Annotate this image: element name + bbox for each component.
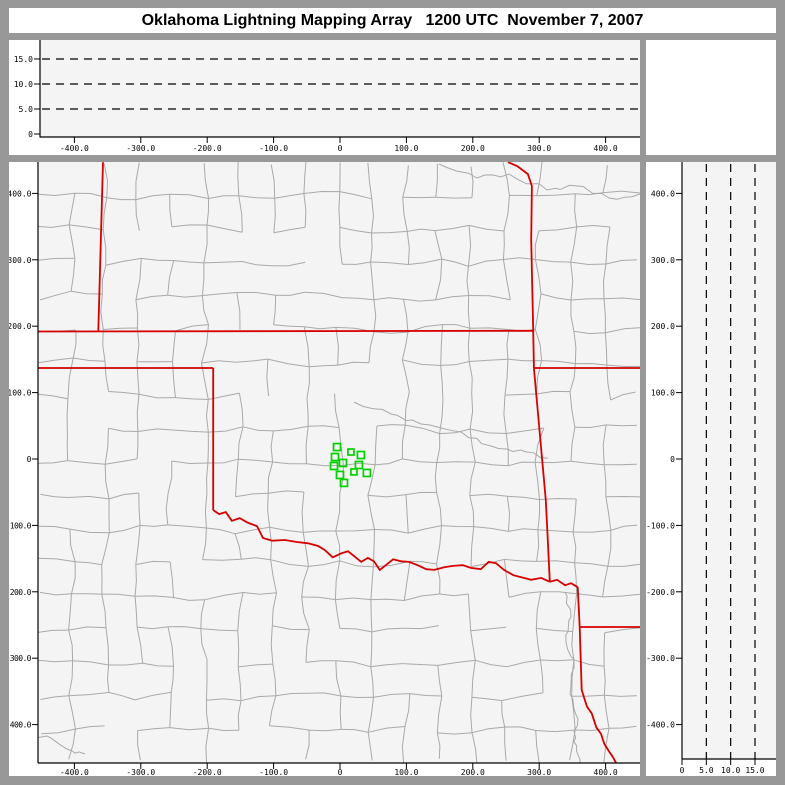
state-border-missouri-west: [507, 162, 535, 369]
svg-text:400.0: 400.0: [594, 144, 618, 153]
svg-text:10.0: 10.0: [14, 80, 33, 89]
river-lines: [38, 163, 640, 763]
state-border-kansas-oklahoma-37N: [38, 329, 534, 333]
svg-text:100.0: 100.0: [9, 389, 32, 398]
lma-station-marker: [329, 461, 339, 471]
svg-text:-300.0: -300.0: [126, 144, 155, 153]
svg-text:-300.0: -300.0: [126, 768, 155, 776]
svg-text:0: 0: [338, 144, 343, 153]
county-lines: [38, 162, 640, 763]
svg-text:0: 0: [338, 768, 343, 776]
svg-text:5.0: 5.0: [699, 766, 714, 775]
lma-station-marker: [356, 450, 366, 460]
svg-text:0: 0: [28, 130, 33, 139]
svg-text:0: 0: [670, 455, 675, 464]
svg-text:-100.0: -100.0: [9, 521, 32, 530]
lma-station-marker: [339, 478, 349, 488]
window-title: Oklahoma Lightning Mapping Array 1200 UT…: [141, 12, 644, 29]
lma-station-marker: [350, 468, 358, 476]
lma-station-marker: [362, 468, 372, 478]
svg-text:300.0: 300.0: [527, 144, 551, 153]
state-border-red-river-east: [549, 578, 579, 588]
svg-text:-100.0: -100.0: [259, 768, 288, 776]
altitude-ew-panel: 15.0 10.0 5.0 0 -400.0 -300.0 -200.0 -100.0 0 100…: [9, 40, 640, 155]
lma-station-marker: [347, 448, 355, 456]
lma-station-marker: [330, 452, 340, 462]
svg-text:100.0: 100.0: [651, 389, 675, 398]
svg-text:10.0: 10.0: [721, 766, 740, 775]
corner-box: [646, 40, 776, 155]
svg-text:-100.0: -100.0: [259, 144, 288, 153]
svg-text:400.0: 400.0: [594, 768, 618, 776]
svg-text:300.0: 300.0: [651, 256, 675, 265]
svg-text:-400.0: -400.0: [9, 721, 32, 730]
title-bar: Oklahoma Lightning Mapping Array 1200 UT…: [9, 8, 776, 33]
svg-text:100.0: 100.0: [394, 144, 418, 153]
svg-text:0: 0: [680, 766, 685, 775]
state-border-texas-louisiana: [578, 626, 617, 763]
svg-text:-400.0: -400.0: [60, 144, 89, 153]
svg-text:400.0: 400.0: [651, 189, 675, 198]
altitude-ns-panel: 400.0 300.0 200.0 100.0 0 -100.0 -200.0 -300.0 -…: [646, 162, 776, 776]
svg-text:-200.0: -200.0: [193, 768, 222, 776]
altitude-ew-plot[interactable]: 15.0 10.0 5.0 0 -400.0 -300.0 -200.0 -100.0 0 100…: [9, 40, 640, 155]
svg-text:400.0: 400.0: [9, 189, 32, 198]
state-border-colorado-kansas: [97, 162, 104, 332]
svg-text:200.0: 200.0: [461, 144, 485, 153]
svg-text:0: 0: [27, 455, 32, 464]
lma-station-marker: [332, 442, 342, 452]
lma-station-marker: [354, 460, 364, 470]
lma-stations: [329, 442, 372, 488]
lma-station-marker: [338, 458, 348, 468]
altitude-ns-plot[interactable]: 400.0 300.0 200.0 100.0 0 -100.0 -200.0 -300.0 -…: [646, 162, 776, 776]
svg-text:300.0: 300.0: [9, 256, 32, 265]
map-plot[interactable]: 400.0 300.0 200.0 100.0 0 -100.0 -200.0 -300.0 -…: [9, 162, 640, 776]
svg-text:100.0: 100.0: [394, 768, 418, 776]
svg-text:200.0: 200.0: [9, 322, 32, 331]
svg-text:300.0: 300.0: [527, 768, 551, 776]
state-border-texas-arkansas: [576, 587, 581, 628]
svg-text:-100.0: -100.0: [646, 521, 675, 530]
svg-text:5.0: 5.0: [19, 105, 34, 114]
svg-text:-300.0: -300.0: [9, 654, 32, 663]
svg-text:-400.0: -400.0: [646, 721, 675, 730]
lma-station-marker: [335, 470, 345, 480]
svg-text:-200.0: -200.0: [646, 588, 675, 597]
svg-text:200.0: 200.0: [461, 768, 485, 776]
state-border-red-river-oklahoma-texas: [212, 509, 551, 583]
svg-text:-200.0: -200.0: [193, 144, 222, 153]
svg-text:-400.0: -400.0: [60, 768, 89, 776]
map-panel: 400.0 300.0 200.0 100.0 0 -100.0 -200.0 -300.0 -…: [9, 162, 640, 776]
svg-text:15.0: 15.0: [14, 55, 33, 64]
svg-text:-200.0: -200.0: [9, 588, 32, 597]
svg-text:15.0: 15.0: [745, 766, 764, 775]
svg-text:200.0: 200.0: [651, 322, 675, 331]
svg-text:-300.0: -300.0: [646, 654, 675, 663]
state-borders: [38, 162, 640, 763]
state-border-oklahoma-arkansas: [533, 367, 551, 582]
